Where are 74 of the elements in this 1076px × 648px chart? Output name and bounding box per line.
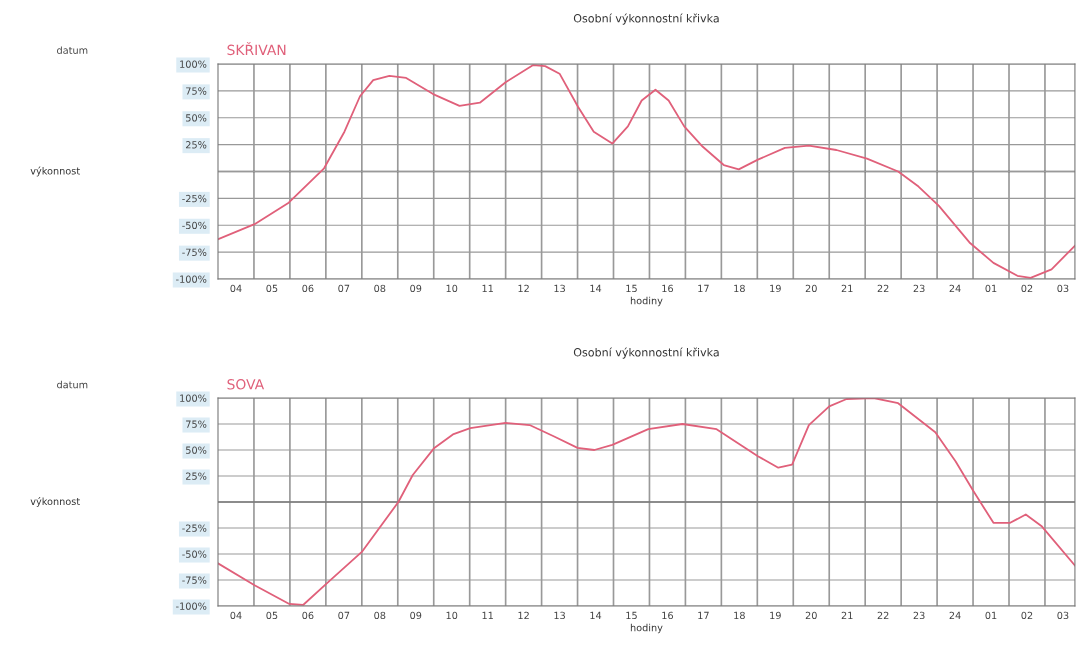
x-tick-label: 05 [266,284,278,293]
x-tick-label: 23 [913,284,925,293]
y-tick-label: -100% [176,275,207,283]
chart-title: Osobní výkonnostní křivka [573,13,719,25]
x-tick-label: 18 [734,611,745,620]
x-axis-title: hodiny [630,623,663,634]
x-tick-label: 11 [482,611,493,619]
x-tick-label: 22 [877,284,889,292]
chart-subtitle: SKŘIVAN [227,42,286,56]
x-tick-label: 08 [374,611,386,620]
x-tick-label: 22 [877,611,889,619]
x-tick-label: 08 [374,284,386,293]
x-tick-label: 20 [805,284,817,293]
chart-title: Osobní výkonnostní křivka [573,347,719,359]
x-tick-label: 01 [985,611,997,620]
x-tick-label: 24 [949,284,961,292]
x-tick-label: 17 [698,611,709,619]
y-tick-label: 100% [180,60,207,68]
y-tick-label: -25% [182,524,207,532]
y-tick-label: -50% [182,221,207,230]
y-tick-label: 25% [185,472,207,480]
x-tick-label: 03 [1057,284,1069,293]
y-tick-label: -75% [182,576,207,584]
x-tick-label: 09 [410,284,422,293]
x-tick-label: 21 [841,611,853,619]
y-tick-label: 75% [186,87,207,95]
y-tick-label: -100% [176,602,207,610]
x-tick-label: 24 [949,611,961,619]
x-tick-label: 02 [1021,284,1033,293]
x-tick-label: 15 [626,284,637,293]
y-tick-label: 100% [180,394,207,402]
x-tick-label: 04 [230,611,242,620]
y-tick-label: 25% [185,141,207,149]
x-tick-label: 01 [985,284,997,293]
x-tick-label: 12 [518,284,529,292]
x-tick-label: 09 [410,611,422,620]
x-tick-label: 13 [554,611,565,620]
x-tick-label: 02 [1021,611,1033,620]
y-tick-label: -25% [182,194,207,203]
x-tick-label: 10 [446,611,458,620]
x-tick-label: 19 [770,611,781,620]
y-axis-title: výkonnost [30,497,80,507]
x-tick-label: 12 [518,611,529,619]
x-tick-label: 06 [302,611,314,620]
text: datum [57,380,88,389]
x-tick-label: 13 [554,284,565,293]
y-tick-label: 50% [186,446,207,454]
x-tick-label: 17 [698,284,709,292]
y-tick-label: 50% [186,114,207,122]
y-tick-label: -50% [182,550,207,558]
x-tick-label: 11 [482,284,493,292]
x-tick-label: 07 [338,611,350,620]
y-tick-label: -75% [182,248,207,256]
x-tick-label: 14 [590,284,602,292]
x-tick-label: 04 [230,284,242,293]
y-axis-title: výkonnost [30,166,80,177]
x-tick-label: 10 [446,284,458,293]
x-tick-label: 16 [662,611,674,620]
x-tick-label: 16 [662,284,674,293]
x-tick-label: 19 [770,284,781,293]
x-tick-label: 23 [913,611,925,620]
chart-subtitle: SOVA [227,379,265,390]
x-tick-label: 18 [734,284,745,293]
text: datum [57,46,88,54]
x-tick-label: 21 [841,284,853,292]
x-tick-label: 06 [302,284,314,293]
y-tick-label: 75% [186,420,207,428]
x-tick-label: 15 [626,611,637,620]
x-tick-label: 05 [266,611,278,620]
x-axis-title: hodiny [630,296,663,307]
x-tick-label: 20 [805,611,817,620]
x-tick-label: 14 [590,611,602,619]
x-tick-label: 07 [338,284,350,293]
x-tick-label: 03 [1057,611,1069,620]
